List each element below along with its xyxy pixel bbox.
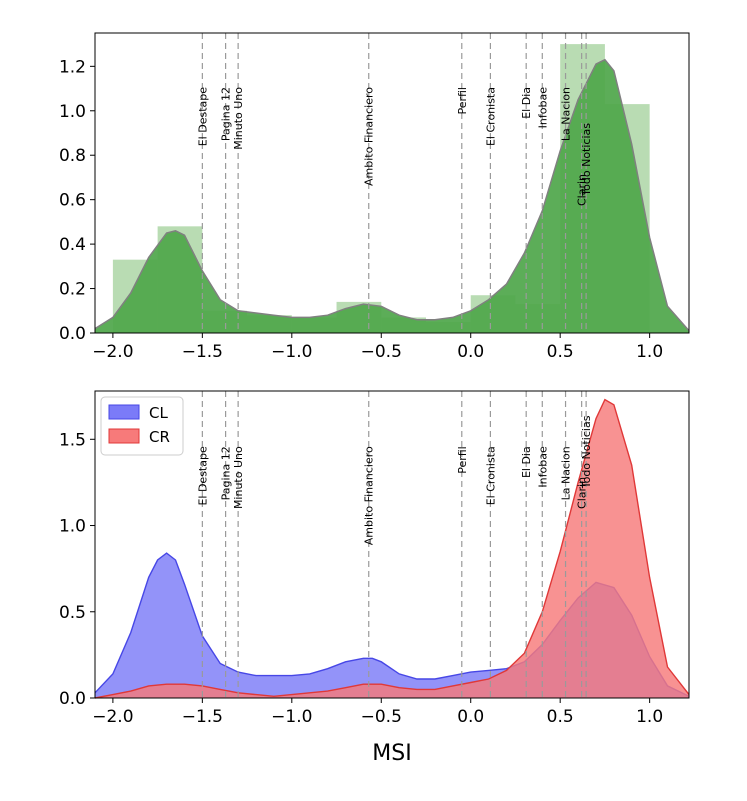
outlet-label-perfil: Perfil xyxy=(456,87,469,115)
kde-area xyxy=(95,59,689,333)
outlet-label-ambito-financiero: Ambito Financiero xyxy=(363,446,376,545)
x-tick-label: −0.5 xyxy=(361,707,402,727)
legend: CL CR xyxy=(100,396,184,456)
plot-frame xyxy=(94,390,690,699)
outlet-label-pagina-12: Pagina 12 xyxy=(220,87,233,141)
legend-swatch-cl xyxy=(108,404,140,420)
x-tick-label: 1.0 xyxy=(636,342,663,362)
outlet-label-clarin: Clarin xyxy=(576,174,589,206)
kde-line xyxy=(94,58,690,332)
y-tick-label: 0.4 xyxy=(59,235,86,255)
x-tick-label: 0.5 xyxy=(547,707,574,727)
outlet-label-minuto-uno: Minuto Uno xyxy=(232,87,245,150)
x-axis-label: MSI xyxy=(372,741,411,766)
y-tick-label: 0.8 xyxy=(59,146,86,166)
outlet-label-el-destape: El Destape xyxy=(196,87,209,147)
y-tick-label: 0.2 xyxy=(59,280,86,300)
outlet-label-el-dia: El Dia xyxy=(520,446,533,478)
kde-line-cr xyxy=(94,398,690,699)
x-tick-label: 1.0 xyxy=(636,707,663,727)
outlet-label-todo-noticias: Todo Noticias xyxy=(580,123,593,197)
outlet-label-minuto-uno: Minuto Uno xyxy=(232,446,245,509)
outlet-label-el-destape: El Destape xyxy=(196,446,209,506)
y-tick-label: 0.6 xyxy=(59,191,86,211)
plot-frame xyxy=(94,32,690,334)
outlet-label-el-dia: El Dia xyxy=(520,87,533,119)
y-tick-label: 1.5 xyxy=(59,430,86,450)
outlet-label-el-cronista: El Cronista xyxy=(484,87,497,146)
x-tick-label: 0.0 xyxy=(457,342,484,362)
kde-area-cr xyxy=(95,399,689,698)
legend-label-cl: CL xyxy=(149,404,168,422)
outlet-label-perfil: Perfil xyxy=(456,446,469,474)
legend-label-cr: CR xyxy=(149,428,170,446)
x-tick-label: −1.0 xyxy=(271,707,312,727)
top-panel: El Destape Pagina 12 Minuto Uno Ambito Fina… xyxy=(59,32,690,362)
outlet-label-el-cronista: El Cronista xyxy=(484,446,497,505)
outlet-label-todo-noticias: Todo Noticias xyxy=(580,415,593,489)
x-tick-label: 0.0 xyxy=(457,707,484,727)
y-tick-label: 0.0 xyxy=(59,324,86,344)
x-tick-label: −1.5 xyxy=(182,342,223,362)
y-tick-label: 0.0 xyxy=(59,689,86,709)
outlet-label-infobae: Infobae xyxy=(536,87,549,129)
x-tick-label: −2.0 xyxy=(92,342,133,362)
y-tick-label: 1.2 xyxy=(59,57,86,77)
y-tick-label: 1.0 xyxy=(59,517,86,537)
outlet-label-clarin: Clarin xyxy=(576,477,589,509)
outlet-label-ambito-financiero: Ambito Financiero xyxy=(363,87,376,186)
x-tick-label: −2.0 xyxy=(92,707,133,727)
bottom-panel: El Destape Pagina 12 Minuto Uno Ambito Fina… xyxy=(59,390,690,727)
y-tick-label: 0.5 xyxy=(59,603,86,623)
outlet-label-la-nacion: La Nacion xyxy=(560,87,573,141)
legend-swatch-cr xyxy=(108,428,140,444)
y-tick-label: 1.0 xyxy=(59,102,86,122)
x-tick-label: −1.0 xyxy=(271,342,312,362)
outlet-label-la-nacion: La Nacion xyxy=(560,446,573,500)
outlet-label-pagina-12: Pagina 12 xyxy=(220,446,233,500)
x-tick-label: −0.5 xyxy=(361,342,402,362)
x-tick-label: −1.5 xyxy=(182,707,223,727)
x-tick-label: 0.5 xyxy=(547,342,574,362)
outlet-label-infobae: Infobae xyxy=(536,446,549,488)
